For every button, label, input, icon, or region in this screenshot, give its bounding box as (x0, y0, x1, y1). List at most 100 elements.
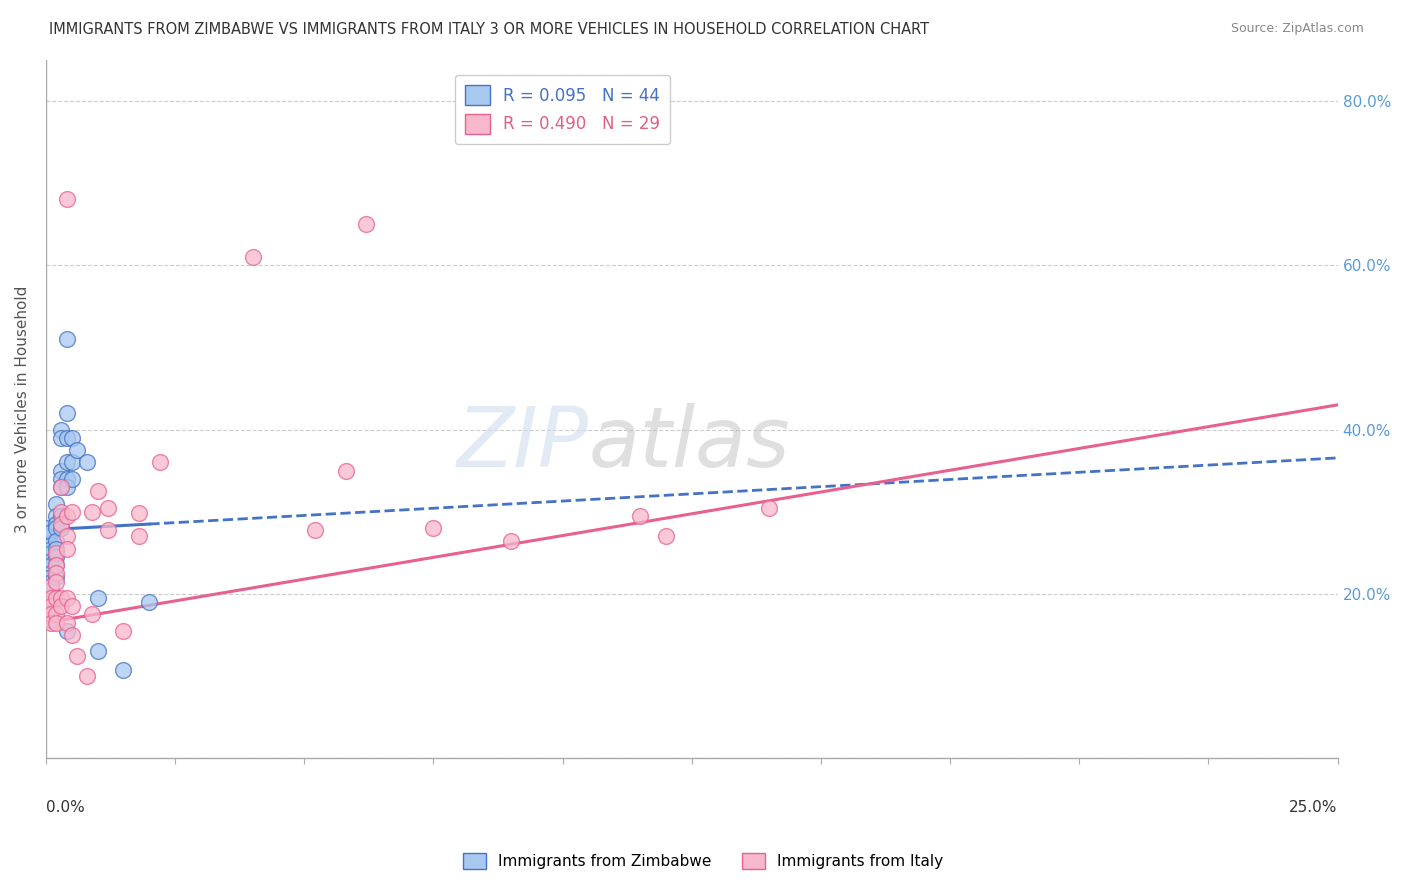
Point (86, 591, 108, 605)
Point (45, 496, 67, 510)
Point (55, 192, 77, 206)
Point (128, 529, 150, 543)
Point (51, 431, 73, 445)
Point (39, 607, 62, 622)
Point (242, 250, 264, 264)
Point (39, 541, 62, 556)
Point (86, 484, 108, 499)
Point (45, 521, 67, 535)
Point (35, 603, 58, 617)
Point (45, 546, 67, 560)
Legend: Immigrants from Zimbabwe, Immigrants from Italy: Immigrants from Zimbabwe, Immigrants fro… (457, 847, 949, 875)
Point (112, 663, 135, 677)
Point (60, 431, 83, 445)
Point (82, 505, 104, 519)
Point (35, 521, 58, 535)
Point (628, 508, 651, 523)
Point (39, 525, 62, 540)
Point (51, 591, 73, 605)
Legend: R = 0.095   N = 44, R = 0.490   N = 29: R = 0.095 N = 44, R = 0.490 N = 29 (456, 75, 671, 144)
Point (55, 591, 77, 605)
Point (499, 533, 522, 548)
Point (45, 517, 67, 532)
Point (60, 505, 83, 519)
Point (45, 541, 67, 556)
Point (82, 607, 104, 622)
Point (76, 669, 98, 683)
Point (97, 500, 120, 515)
Point (45, 570, 67, 584)
Text: Source: ZipAtlas.com: Source: ZipAtlas.com (1230, 22, 1364, 36)
Point (51, 521, 73, 535)
Point (45, 566, 67, 581)
Point (45, 574, 67, 589)
Point (39, 570, 62, 584)
Point (422, 521, 444, 535)
Point (39, 566, 62, 581)
Point (51, 480, 73, 494)
Point (112, 624, 135, 638)
Point (51, 599, 73, 614)
Y-axis label: 3 or more Vehicles in Household: 3 or more Vehicles in Household (15, 285, 30, 533)
Point (39, 599, 62, 614)
Point (45, 591, 67, 605)
Point (60, 472, 83, 486)
Point (45, 607, 67, 622)
Point (655, 529, 678, 543)
Point (51, 508, 73, 523)
Point (39, 582, 62, 597)
Point (149, 455, 172, 469)
Point (39, 546, 62, 560)
Point (51, 480, 73, 494)
Point (39, 574, 62, 589)
Point (45, 558, 67, 573)
Point (39, 591, 62, 605)
Point (97, 523, 120, 537)
Point (51, 472, 73, 486)
Point (55, 431, 77, 445)
Point (304, 523, 326, 537)
Point (55, 541, 77, 556)
Point (39, 538, 62, 552)
Point (55, 529, 77, 543)
Text: atlas: atlas (589, 403, 790, 484)
Point (66, 648, 89, 663)
Point (39, 558, 62, 573)
Point (55, 332, 77, 346)
Point (55, 455, 77, 469)
Point (39, 579, 62, 593)
Text: 0.0%: 0.0% (46, 800, 84, 815)
Point (86, 644, 108, 658)
Point (758, 500, 780, 515)
Point (51, 517, 73, 532)
Point (45, 533, 67, 548)
Point (51, 423, 73, 437)
Point (356, 217, 378, 231)
Text: ZIP: ZIP (457, 403, 589, 484)
Point (138, 595, 160, 609)
Point (39, 554, 62, 568)
Point (45, 549, 67, 564)
Point (55, 508, 77, 523)
Point (335, 464, 357, 478)
Point (39, 615, 62, 630)
Text: IMMIGRANTS FROM ZIMBABWE VS IMMIGRANTS FROM ITALY 3 OR MORE VEHICLES IN HOUSEHOL: IMMIGRANTS FROM ZIMBABWE VS IMMIGRANTS F… (49, 22, 929, 37)
Point (55, 480, 77, 494)
Point (39, 607, 62, 622)
Point (76, 455, 98, 469)
Text: 25.0%: 25.0% (1289, 800, 1337, 815)
Point (128, 507, 150, 521)
Point (60, 628, 83, 642)
Point (39, 579, 62, 593)
Point (55, 472, 77, 486)
Point (60, 455, 83, 469)
Point (51, 464, 73, 478)
Point (55, 406, 77, 420)
Point (55, 624, 77, 638)
Point (39, 613, 62, 627)
Point (45, 615, 67, 630)
Point (51, 505, 73, 519)
Point (55, 615, 77, 630)
Point (45, 558, 67, 573)
Point (60, 599, 83, 614)
